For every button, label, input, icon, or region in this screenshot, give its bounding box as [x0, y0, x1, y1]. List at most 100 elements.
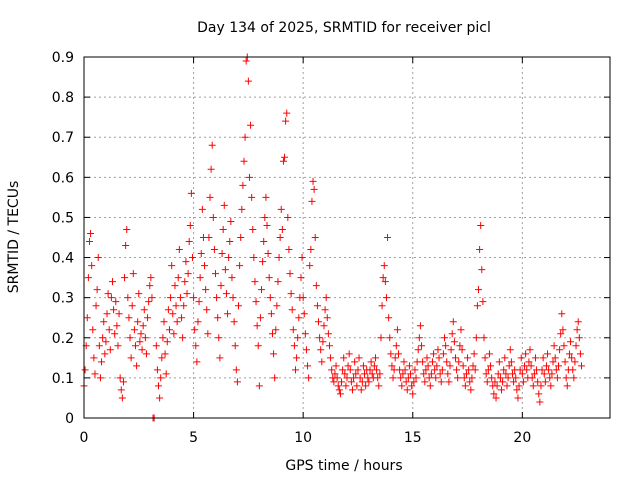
data-point-marker — [281, 153, 289, 161]
data-point-marker — [185, 238, 193, 246]
data-point-marker — [402, 378, 410, 386]
data-point-marker — [418, 342, 426, 350]
data-point-marker — [376, 370, 384, 378]
data-point-marker — [130, 326, 138, 334]
data-point-marker — [355, 354, 363, 362]
data-point-marker — [563, 382, 571, 390]
data-point-marker — [218, 250, 226, 258]
data-point-marker — [119, 378, 127, 386]
data-point-marker — [554, 362, 562, 370]
data-point-marker — [254, 342, 262, 350]
data-point-marker — [475, 286, 482, 294]
data-point-marker — [424, 362, 432, 370]
data-point-marker — [325, 342, 333, 350]
data-point-marker — [284, 213, 292, 221]
data-point-marker — [366, 366, 374, 374]
data-point-marker — [161, 350, 169, 358]
data-point-marker — [237, 234, 245, 241]
data-point-marker — [175, 246, 183, 254]
data-point-marker — [492, 394, 500, 402]
data-point-marker — [301, 330, 309, 338]
data-point-marker — [531, 354, 539, 362]
data-point-marker — [445, 378, 453, 386]
data-point-marker — [116, 374, 124, 382]
data-point-marker — [344, 362, 352, 370]
data-point-marker — [124, 294, 132, 302]
data-point-marker — [384, 234, 392, 241]
data-point-marker — [258, 286, 266, 294]
data-point-marker — [541, 378, 549, 386]
data-point-marker — [83, 314, 91, 322]
data-point-marker — [98, 358, 106, 366]
data-point-marker — [327, 354, 335, 362]
data-point-marker — [265, 274, 273, 282]
data-point-marker — [283, 109, 291, 117]
data-point-marker — [167, 294, 175, 302]
data-point-marker — [253, 322, 261, 330]
data-point-marker — [345, 350, 353, 358]
data-point-marker — [229, 294, 237, 302]
data-point-marker — [343, 374, 351, 382]
tick-layer: 0 0.1 0.2 0.3 0.4 0.5 0.6 0.7 0.8 0.9 0 5 10 15 20 — [52, 50, 610, 446]
y-tick-label: 0.3 — [52, 291, 74, 307]
data-point-marker — [187, 189, 195, 197]
data-point-marker — [346, 366, 354, 374]
data-point-marker — [112, 298, 120, 306]
data-point-marker — [556, 346, 564, 354]
data-point-marker — [361, 370, 369, 378]
data-point-marker — [156, 394, 164, 402]
data-point-marker — [462, 370, 470, 378]
data-point-marker — [197, 250, 205, 258]
data-point-marker — [423, 354, 431, 362]
data-point-marker — [358, 378, 366, 386]
data-point-marker — [451, 354, 459, 362]
data-point-marker — [368, 370, 376, 378]
data-point-marker — [123, 225, 131, 233]
data-point-marker — [536, 398, 544, 406]
data-point-marker — [539, 354, 547, 362]
data-point-marker — [256, 314, 264, 322]
data-point-marker — [436, 370, 444, 378]
data-point-marker — [207, 165, 215, 173]
data-point-marker — [480, 334, 488, 342]
data-point-marker — [476, 246, 484, 254]
data-point-marker — [140, 306, 148, 314]
data-point-marker — [569, 366, 577, 374]
data-point-marker — [512, 374, 520, 382]
data-point-marker — [81, 366, 89, 374]
data-point-marker — [347, 378, 355, 386]
data-point-marker — [174, 274, 182, 282]
data-point-marker — [432, 374, 440, 382]
data-point-marker — [458, 346, 466, 354]
data-point-marker — [202, 286, 210, 294]
data-point-marker — [449, 318, 457, 326]
data-point-marker — [110, 306, 118, 314]
data-point-marker — [179, 334, 187, 342]
data-point-marker — [290, 342, 298, 350]
data-point-marker — [220, 201, 228, 209]
data-point-marker — [84, 274, 92, 282]
data-point-marker — [339, 366, 347, 374]
data-point-marker — [127, 354, 135, 362]
data-point-marker — [464, 354, 472, 362]
data-point-marker — [397, 374, 405, 382]
data-point-marker — [138, 346, 146, 354]
data-point-marker — [240, 157, 248, 165]
data-point-marker — [293, 354, 301, 362]
data-point-marker — [251, 278, 259, 286]
data-point-marker — [227, 217, 235, 225]
data-point-marker — [431, 366, 439, 374]
data-point-marker — [534, 378, 542, 386]
data-point-marker — [241, 133, 249, 141]
data-point-marker — [530, 370, 538, 378]
data-point-marker — [208, 141, 216, 149]
data-point-marker — [289, 326, 297, 334]
data-point-marker — [356, 374, 364, 382]
data-point-marker — [523, 366, 531, 374]
data-point-marker — [514, 394, 522, 402]
data-point-marker — [221, 266, 229, 274]
data-point-marker — [169, 310, 177, 318]
data-point-marker — [578, 362, 586, 370]
data-point-marker — [359, 362, 367, 370]
x-tick-label: 10 — [294, 430, 312, 446]
